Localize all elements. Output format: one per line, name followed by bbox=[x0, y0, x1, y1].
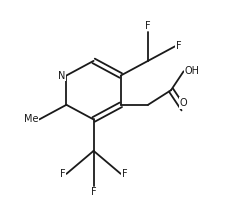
Text: N: N bbox=[58, 70, 65, 80]
Text: F: F bbox=[176, 41, 182, 51]
Text: OH: OH bbox=[185, 66, 200, 76]
Text: Me: Me bbox=[24, 114, 38, 124]
Text: F: F bbox=[60, 169, 65, 179]
Text: F: F bbox=[145, 20, 151, 31]
Text: F: F bbox=[122, 169, 128, 179]
Text: F: F bbox=[91, 187, 96, 198]
Text: O: O bbox=[180, 98, 188, 108]
